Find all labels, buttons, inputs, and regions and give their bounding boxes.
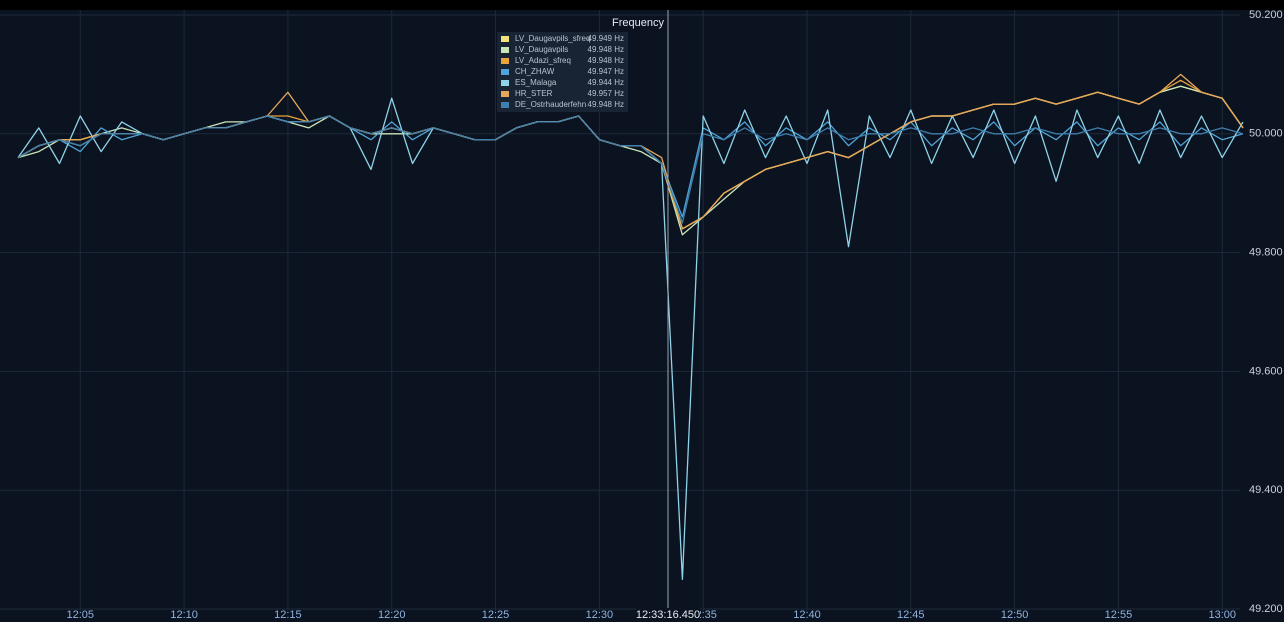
legend-value: 49.948 Hz xyxy=(588,56,624,65)
legend-swatch xyxy=(501,36,509,42)
y-tick-label: 49.200 xyxy=(1249,603,1283,615)
x-tick-label: 12:45 xyxy=(897,609,925,621)
x-tick-label: 12:55 xyxy=(1105,609,1133,621)
legend-label: LV_Daugavpils xyxy=(515,45,568,54)
legend-swatch xyxy=(501,58,509,64)
legend-label: LV_Daugavpils_sfreq xyxy=(515,34,590,43)
legend-value: 49.947 Hz xyxy=(588,67,624,76)
legend-swatch xyxy=(501,69,509,75)
overlay: 49.200 49.400 49.600 49.800 50.000 50.200 12:0… xyxy=(67,9,1283,622)
lines xyxy=(17,73,1244,580)
legend-swatch xyxy=(501,47,509,53)
chart-title: Frequency xyxy=(612,17,664,29)
y-tick-label: 49.800 xyxy=(1249,247,1283,259)
y-tick-label: 50.000 xyxy=(1249,128,1283,140)
legend-value: 49.948 Hz xyxy=(588,45,624,54)
x-tick-label: 12:50 xyxy=(1001,609,1029,621)
legend-swatch xyxy=(501,102,509,108)
legend-label: ES_Malaga xyxy=(515,78,557,87)
x-tick-label: 12:05 xyxy=(67,609,95,621)
cursor-label-box xyxy=(636,608,700,622)
plot-background xyxy=(0,10,1284,622)
legend-swatch xyxy=(501,91,509,97)
cursor-label: 12:33:16.450 xyxy=(636,609,700,621)
x-tick-label: 13:00 xyxy=(1208,609,1236,621)
x-tick-label: 12:10 xyxy=(170,609,198,621)
x-tick-label: 12:25 xyxy=(482,609,510,621)
legend-label: DE_Ostrhauderfehn xyxy=(515,100,586,109)
legend-box xyxy=(497,32,628,112)
legend-value: 49.957 Hz xyxy=(588,89,624,98)
legend-label: LV_Adazi_sfreq xyxy=(515,56,571,65)
y-tick-label: 50.200 xyxy=(1249,9,1283,21)
legend-value: 49.944 Hz xyxy=(588,78,624,87)
x-tick-label: 12:15 xyxy=(274,609,302,621)
x-tick-label: 12:40 xyxy=(793,609,821,621)
x-tick-label: 12:30 xyxy=(586,609,614,621)
legend-label: HR_STER xyxy=(515,89,553,98)
legend-value: 49.949 Hz xyxy=(588,34,624,43)
grid xyxy=(0,10,1240,612)
y-tick-label: 49.400 xyxy=(1249,484,1283,496)
legend-swatch xyxy=(501,80,509,86)
legend-label: CH_ZHAW xyxy=(515,67,555,76)
y-tick-label: 49.600 xyxy=(1249,365,1283,377)
series-line xyxy=(17,115,1244,224)
legend-value: 49.948 Hz xyxy=(588,100,624,109)
x-tick-label: 12:20 xyxy=(378,609,406,621)
